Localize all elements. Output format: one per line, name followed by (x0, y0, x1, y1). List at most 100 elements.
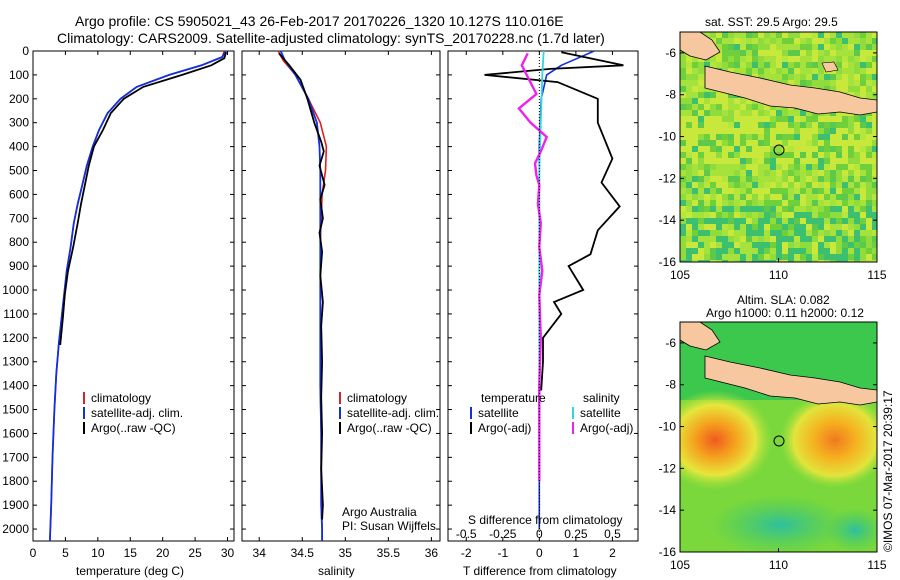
sst-cell (854, 206, 860, 212)
sst-cell (758, 188, 764, 194)
sla-land (704, 355, 877, 406)
sst-cell (704, 248, 710, 254)
sst-cell (818, 188, 824, 194)
sst-cell (830, 74, 836, 80)
sst-cell (824, 230, 830, 236)
sst-cell (686, 140, 692, 146)
sst-cell (686, 110, 692, 116)
sst-cell (842, 224, 848, 230)
sst-cell (728, 236, 734, 242)
sst-cell (698, 212, 704, 218)
sst-cell (740, 206, 746, 212)
sst-cell (812, 188, 818, 194)
sst-cell (842, 182, 848, 188)
sst-cell (752, 254, 758, 260)
sst-cell (758, 182, 764, 188)
sst-cell (806, 242, 812, 248)
sst-cell (758, 200, 764, 206)
sst-cell (746, 212, 752, 218)
sst-cell (800, 188, 806, 194)
map-y-tick-label: -14 (659, 503, 677, 517)
depth-tick-label: 900 (9, 259, 29, 273)
sst-cell (824, 158, 830, 164)
sst-cell (680, 158, 686, 164)
sst-cell (698, 86, 704, 92)
sst-cell (752, 62, 758, 68)
sst-cell (770, 146, 776, 152)
sst-cell (764, 224, 770, 230)
sst-cell (770, 74, 776, 80)
sst-cell (716, 128, 722, 134)
sst-cell (734, 50, 740, 56)
sst-cell (758, 212, 764, 218)
sst-cell (854, 224, 860, 230)
series-line (484, 51, 624, 391)
x-tick-label: 36 (425, 546, 439, 560)
sst-cell (746, 188, 752, 194)
sst-cell (872, 140, 877, 146)
sst-cell (776, 110, 782, 116)
sst-cell (722, 176, 728, 182)
sst-cell (716, 200, 722, 206)
sst-cell (860, 212, 866, 218)
sst-cell (770, 104, 776, 110)
sst-cell (770, 224, 776, 230)
sst-cell (722, 248, 728, 254)
sst-cell (830, 134, 836, 140)
sst-cell (776, 74, 782, 80)
sst-cell (686, 116, 692, 122)
sst-cell (818, 182, 824, 188)
sst-cell (764, 212, 770, 218)
sst-cell (740, 212, 746, 218)
sst-cell (764, 158, 770, 164)
sst-cell (782, 50, 788, 56)
sst-cell (788, 230, 794, 236)
sst-cell (746, 206, 752, 212)
sst-cell (716, 44, 722, 50)
sla-land-north (680, 322, 721, 351)
sst-cell (722, 128, 728, 134)
sst-cell (824, 128, 830, 134)
sst-cell (812, 242, 818, 248)
sst-cell (842, 68, 848, 74)
sst-cell (710, 200, 716, 206)
sst-cell (860, 182, 866, 188)
sst-cell (818, 158, 824, 164)
sst-argo-marker (773, 144, 785, 156)
sst-cell (854, 260, 860, 262)
sst-cell (764, 248, 770, 254)
sst-cell (824, 218, 830, 224)
sst-cell (716, 116, 722, 122)
sst-cell (770, 170, 776, 176)
sst-cell (752, 44, 758, 50)
sst-cell (692, 146, 698, 152)
sst-cell (866, 38, 872, 44)
sst-cell (806, 140, 812, 146)
sst-cell (782, 242, 788, 248)
sst-cell (698, 140, 704, 146)
sst-cell (734, 110, 740, 116)
sst-cell (824, 242, 830, 248)
sst-cell (782, 200, 788, 206)
sst-cell (794, 122, 800, 128)
sst-cell (800, 260, 806, 262)
sst-cell (794, 212, 800, 218)
sst-cell (710, 212, 716, 218)
sst-cell (680, 116, 686, 122)
sst-cell (866, 62, 872, 68)
sst-cell (848, 44, 854, 50)
sst-cell (704, 32, 710, 38)
sst-cell (704, 230, 710, 236)
sst-cell (746, 176, 752, 182)
sst-cell (722, 170, 728, 176)
legend-label: climatology (347, 391, 407, 405)
sst-cell (872, 158, 877, 164)
sst-cell (680, 62, 686, 68)
sst-cell (746, 248, 752, 254)
depth-tick-label: 600 (9, 187, 29, 201)
sst-cell (746, 134, 752, 140)
sst-cell (860, 224, 866, 230)
sst-cell (812, 44, 818, 50)
sst-cell (722, 62, 728, 68)
